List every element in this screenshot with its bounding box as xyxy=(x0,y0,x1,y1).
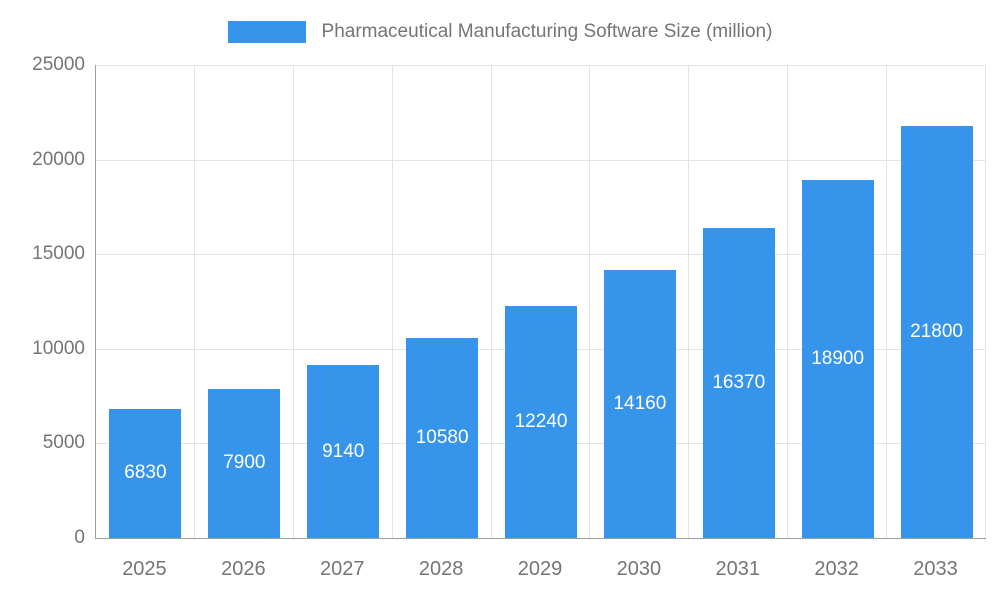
bar-2026: 7900 xyxy=(208,388,281,538)
bar-2027: 9140 xyxy=(307,365,380,538)
y-tick-label: 25000 xyxy=(32,54,85,75)
gridline-horizontal xyxy=(96,159,986,161)
legend-swatch-icon xyxy=(227,21,306,43)
bar-2033: 21800 xyxy=(900,125,973,538)
gridline-vertical xyxy=(193,65,195,538)
bar-value-label: 9140 xyxy=(322,440,365,462)
x-tick-label-2030: 2030 xyxy=(616,558,662,580)
bar-2025: 6830 xyxy=(109,408,182,538)
gridline-vertical xyxy=(490,65,492,538)
bar-value-label: 7900 xyxy=(223,452,266,474)
bar-2029: 12240 xyxy=(505,306,577,538)
x-tick-label-2026: 2026 xyxy=(221,558,266,580)
gridline-vertical xyxy=(589,65,591,538)
x-tick-label-2031: 2031 xyxy=(715,558,761,580)
bar-2032: 18900 xyxy=(801,180,874,538)
gridline-vertical xyxy=(292,65,294,538)
y-tick-label: 15000 xyxy=(32,243,85,265)
x-tick-label-2033: 2033 xyxy=(913,558,958,580)
bar-value-label: 14160 xyxy=(613,393,667,415)
bar-value-label: 6830 xyxy=(124,462,167,484)
bar-value-label: 12240 xyxy=(514,411,568,433)
bar-2031: 16370 xyxy=(702,228,775,538)
x-tick-label-2032: 2032 xyxy=(814,558,859,580)
bar-value-label: 10580 xyxy=(415,426,469,448)
bar-value-label: 16370 xyxy=(712,372,766,394)
bar-value-label: 21800 xyxy=(910,320,963,342)
y-tick-label: 0 xyxy=(74,527,85,548)
x-tick-label-2029: 2029 xyxy=(517,558,563,580)
gridline-vertical xyxy=(886,65,888,538)
bar-2028: 10580 xyxy=(406,337,479,538)
x-axis: 2025 2026 2027 2028 2029 2030 2031 2032 2033 xyxy=(95,548,985,588)
x-tick-label-2028: 2028 xyxy=(418,558,464,580)
gridline-vertical xyxy=(688,65,690,538)
y-tick-label: 10000 xyxy=(32,337,85,359)
x-tick-label-2027: 2027 xyxy=(319,558,365,580)
gridline-vertical xyxy=(391,65,393,538)
gridline-vertical xyxy=(787,65,789,538)
x-tick-label-2025: 2025 xyxy=(122,558,167,580)
chart-legend: Pharmaceutical Manufacturing Software Si… xyxy=(0,18,1000,46)
gridline-horizontal xyxy=(96,254,986,256)
chart-title: Pharmaceutical Manufacturing Software Si… xyxy=(321,21,773,42)
plot-area: 6830 7900 9140 10580 12240 14160 16370 18900 218… xyxy=(95,65,986,539)
bar-2030: 14160 xyxy=(603,270,676,538)
gridline-vertical xyxy=(985,65,986,538)
gridline-horizontal xyxy=(96,65,986,66)
y-tick-label: 5000 xyxy=(42,432,85,454)
bar-value-label: 18900 xyxy=(811,348,865,370)
y-tick-label: 20000 xyxy=(32,148,85,170)
y-axis: 0 5000 10000 15000 20000 25000 xyxy=(0,54,85,548)
